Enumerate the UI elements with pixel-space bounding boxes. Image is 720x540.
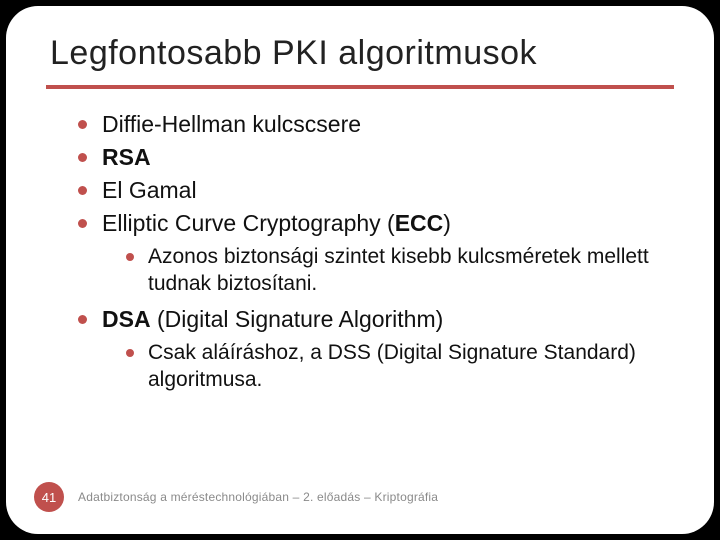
bullet-text: Diffie-Hellman kulcscsere: [102, 111, 361, 137]
bullet-text-bold: RSA: [102, 144, 151, 170]
sub-bullet-text: Csak aláíráshoz, a DSS (Digital Signatur…: [148, 341, 636, 391]
sub-bullet-text: Azonos biztonsági szintet kisebb kulcsmé…: [148, 245, 649, 295]
page-number: 41: [42, 490, 56, 505]
bullet-text: (Digital Signature Algorithm): [151, 306, 444, 332]
bullet-text-bold: ECC: [395, 210, 444, 236]
page-number-badge: 41: [34, 482, 64, 512]
slide: Legfontosabb PKI algoritmusok Diffie-Hel…: [6, 6, 714, 534]
bullet-text: ): [443, 210, 451, 236]
footer: 41 Adatbiztonság a méréstechnológiában –…: [34, 482, 438, 512]
sub-bullet-list: Azonos biztonsági szintet kisebb kulcsmé…: [126, 243, 674, 298]
footer-text: Adatbiztonság a méréstechnológiában – 2.…: [78, 490, 438, 504]
sub-bullet-list: Csak aláíráshoz, a DSS (Digital Signatur…: [126, 339, 674, 394]
bullet-item: DSA (Digital Signature Algorithm) Csak a…: [78, 304, 674, 394]
sub-bullet-item: Csak aláíráshoz, a DSS (Digital Signatur…: [126, 339, 674, 394]
sub-bullet-item: Azonos biztonsági szintet kisebb kulcsmé…: [126, 243, 674, 298]
bullet-list: Diffie-Hellman kulcscsere RSA El Gamal E…: [78, 109, 674, 393]
bullet-text: Elliptic Curve Cryptography (: [102, 210, 395, 236]
slide-title: Legfontosabb PKI algoritmusok: [50, 34, 674, 73]
bullet-item: Diffie-Hellman kulcscsere: [78, 109, 674, 140]
bullet-item: RSA: [78, 142, 674, 173]
bullet-text: El Gamal: [102, 177, 197, 203]
bullet-text-bold: DSA: [102, 306, 151, 332]
bullet-item: Elliptic Curve Cryptography (ECC) Azonos…: [78, 208, 674, 298]
title-divider: [46, 85, 674, 89]
bullet-item: El Gamal: [78, 175, 674, 206]
